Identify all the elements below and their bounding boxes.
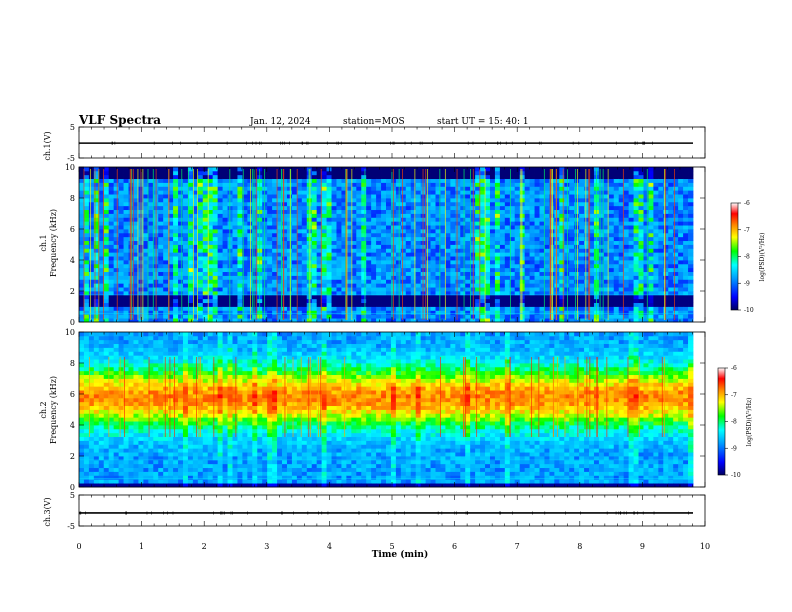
x-tick-label: 1	[139, 542, 144, 551]
y-tick-label: 8	[70, 194, 75, 203]
x-tick-label: 10	[700, 542, 710, 551]
y-tick-label: 5	[70, 491, 75, 500]
y-tick-label: 2	[70, 452, 75, 461]
station-label: station=MOS	[343, 117, 405, 127]
x-tick-label: 3	[264, 542, 269, 551]
ch2-spectrogram-ylabel-freq: Frequency (kHz)	[49, 376, 58, 444]
spectrogram-image	[79, 332, 694, 488]
x-tick-label: 9	[640, 542, 645, 551]
ch1-spectrogram-ylabel-freq: Frequency (kHz)	[49, 209, 58, 277]
ch2-colorbar: log(PSD)(V²/Hz) -6 -7 -8 -9 -10	[717, 365, 753, 479]
y-tick-label: -5	[67, 154, 75, 163]
time-axis: 0 1 2 3 4 5 6 7 8 9 10	[76, 542, 710, 551]
colorbar-tick-label: -7	[744, 227, 750, 234]
x-tick-label: 5	[389, 542, 394, 551]
y-tick-label: 10	[65, 328, 75, 337]
y-tick-label: 0	[70, 483, 75, 492]
ch3-waveform-panel: 5 -5	[67, 491, 706, 531]
ch1-waveform-ylabel: ch.1(V)	[43, 131, 52, 160]
colorbar-tick-label: -7	[731, 392, 737, 399]
y-tick-label: 4	[70, 421, 75, 430]
colorbar-tick-label: -6	[731, 365, 737, 372]
y-tick-label: 6	[70, 225, 75, 234]
y-tick-label: 4	[70, 256, 75, 265]
x-tick-label: 7	[515, 542, 520, 551]
colorbar-tick-label: -10	[731, 472, 741, 479]
ch2-colorbar-label: log(PSD)(V²/Hz)	[746, 398, 753, 447]
ch1-waveform-panel: 5 -5	[67, 123, 706, 163]
y-tick-label: 6	[70, 390, 75, 399]
y-tick-label: 5	[70, 123, 75, 132]
time-axis-label: Time (min)	[372, 549, 429, 560]
colorbar-tick-label: -8	[744, 254, 750, 261]
ch1-colorbar: log(PSD)(V²/Hz) -6 -7 -8 -9 -10	[730, 200, 766, 314]
date-label: Jan. 12, 2024	[249, 117, 311, 127]
y-tick-label: 8	[70, 359, 75, 368]
colorbar-tick-label: -6	[744, 200, 750, 207]
colorbar-tick-label: -10	[744, 307, 754, 314]
x-tick-label: 8	[577, 542, 582, 551]
colorbar-tick-label: -8	[731, 419, 737, 426]
x-tick-label: 6	[452, 542, 457, 551]
start-time-label: start UT = 15: 40: 1	[437, 117, 529, 127]
ch1-spectrogram-panel: 0 2 4 6 8 10	[65, 163, 706, 327]
figure-title: VLF Spectra	[78, 113, 161, 127]
y-tick-label: 0	[70, 318, 75, 327]
ch1-spectrogram-ylabel-channel: ch.1	[39, 234, 48, 251]
x-tick-label: 4	[327, 542, 332, 551]
y-tick-label: 10	[65, 163, 75, 172]
ch2-spectrogram-ylabel-channel: ch.2	[39, 401, 48, 418]
colorbar-tick-label: -9	[744, 280, 750, 287]
ch3-waveform-ylabel: ch.3(V)	[43, 497, 52, 526]
spectrogram-image	[79, 167, 694, 323]
ch1-colorbar-label: log(PSD)(V²/Hz)	[759, 233, 766, 282]
x-tick-label: 2	[202, 542, 207, 551]
colorbar-tick-label: -9	[731, 445, 737, 452]
x-tick-label: 0	[76, 542, 81, 551]
ch2-spectrogram-panel: 0 2 4 6 8 10	[65, 328, 706, 492]
y-tick-label: 2	[70, 287, 75, 296]
y-tick-label: -5	[67, 522, 75, 531]
